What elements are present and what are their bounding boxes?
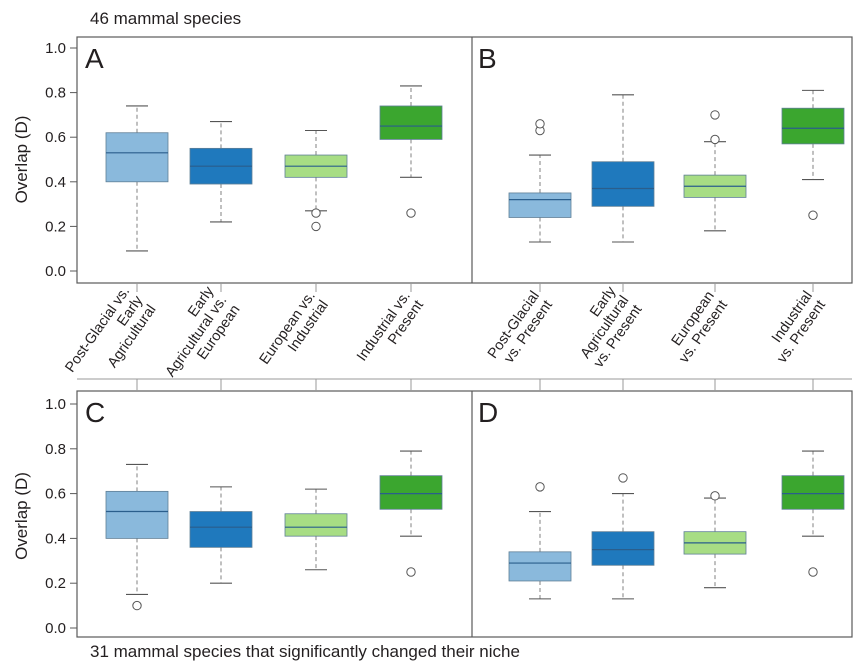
panel-frames: [76, 36, 853, 638]
y-tick-label: 0.4: [45, 174, 66, 191]
box: [591, 161, 655, 207]
outlier-point: [406, 208, 416, 218]
x-tick-label: Industrial vs.Present: [354, 288, 427, 364]
panel-frame-bottom: [76, 390, 853, 638]
outlier-point: [710, 134, 720, 145]
box: [105, 132, 169, 183]
panel-label-C: C: [85, 397, 105, 428]
y-tick-label: 0.0: [45, 263, 66, 280]
box: [105, 490, 169, 539]
box: [284, 513, 348, 537]
y-tick-label: 1.0: [45, 396, 66, 413]
y-axis-label: Overlap (D): [12, 472, 31, 560]
y-tick-label: 0.2: [45, 218, 66, 235]
y-axis-label: Overlap (D): [12, 116, 31, 204]
outlier-point: [311, 221, 321, 232]
y-tick-label: 0.2: [45, 575, 66, 592]
outlier-point: [618, 473, 628, 483]
outlier-point: [406, 567, 416, 577]
box: [379, 475, 443, 510]
outlier-point: [710, 491, 720, 501]
outlier-point: [132, 600, 142, 611]
outlier-point: [808, 567, 818, 577]
y-tick-label: 0.8: [45, 441, 66, 458]
bottom-caption: 31 mammal species that significantly cha…: [90, 642, 520, 661]
y-tick-label: 0.6: [45, 129, 66, 146]
outlier-point: [808, 210, 818, 220]
box: [379, 105, 443, 140]
panel-label-A: A: [85, 43, 104, 74]
y-tick-label: 0.6: [45, 486, 66, 503]
panel-label-B: B: [478, 43, 497, 74]
box: [508, 192, 572, 218]
x-tick-label: European vs.Industrial: [257, 288, 332, 367]
chart-marks: [105, 85, 845, 611]
box: [781, 475, 845, 510]
y-tick-label: 1.0: [45, 40, 66, 57]
outlier-point: [535, 482, 545, 492]
y-tick-label: 0.8: [45, 85, 66, 102]
top-caption: 46 mammal species: [90, 9, 241, 28]
panel-frame-top: [76, 36, 853, 284]
box: [591, 531, 655, 566]
outlier-point: [535, 119, 545, 129]
box: [189, 511, 253, 548]
outlier-point: [311, 208, 321, 218]
box: [781, 107, 845, 145]
y-tick-label: 0.4: [45, 530, 66, 547]
panel-label-D: D: [478, 397, 498, 428]
y-tick-label: 0.0: [45, 620, 66, 637]
box: [508, 551, 572, 582]
outlier-point: [710, 110, 720, 120]
